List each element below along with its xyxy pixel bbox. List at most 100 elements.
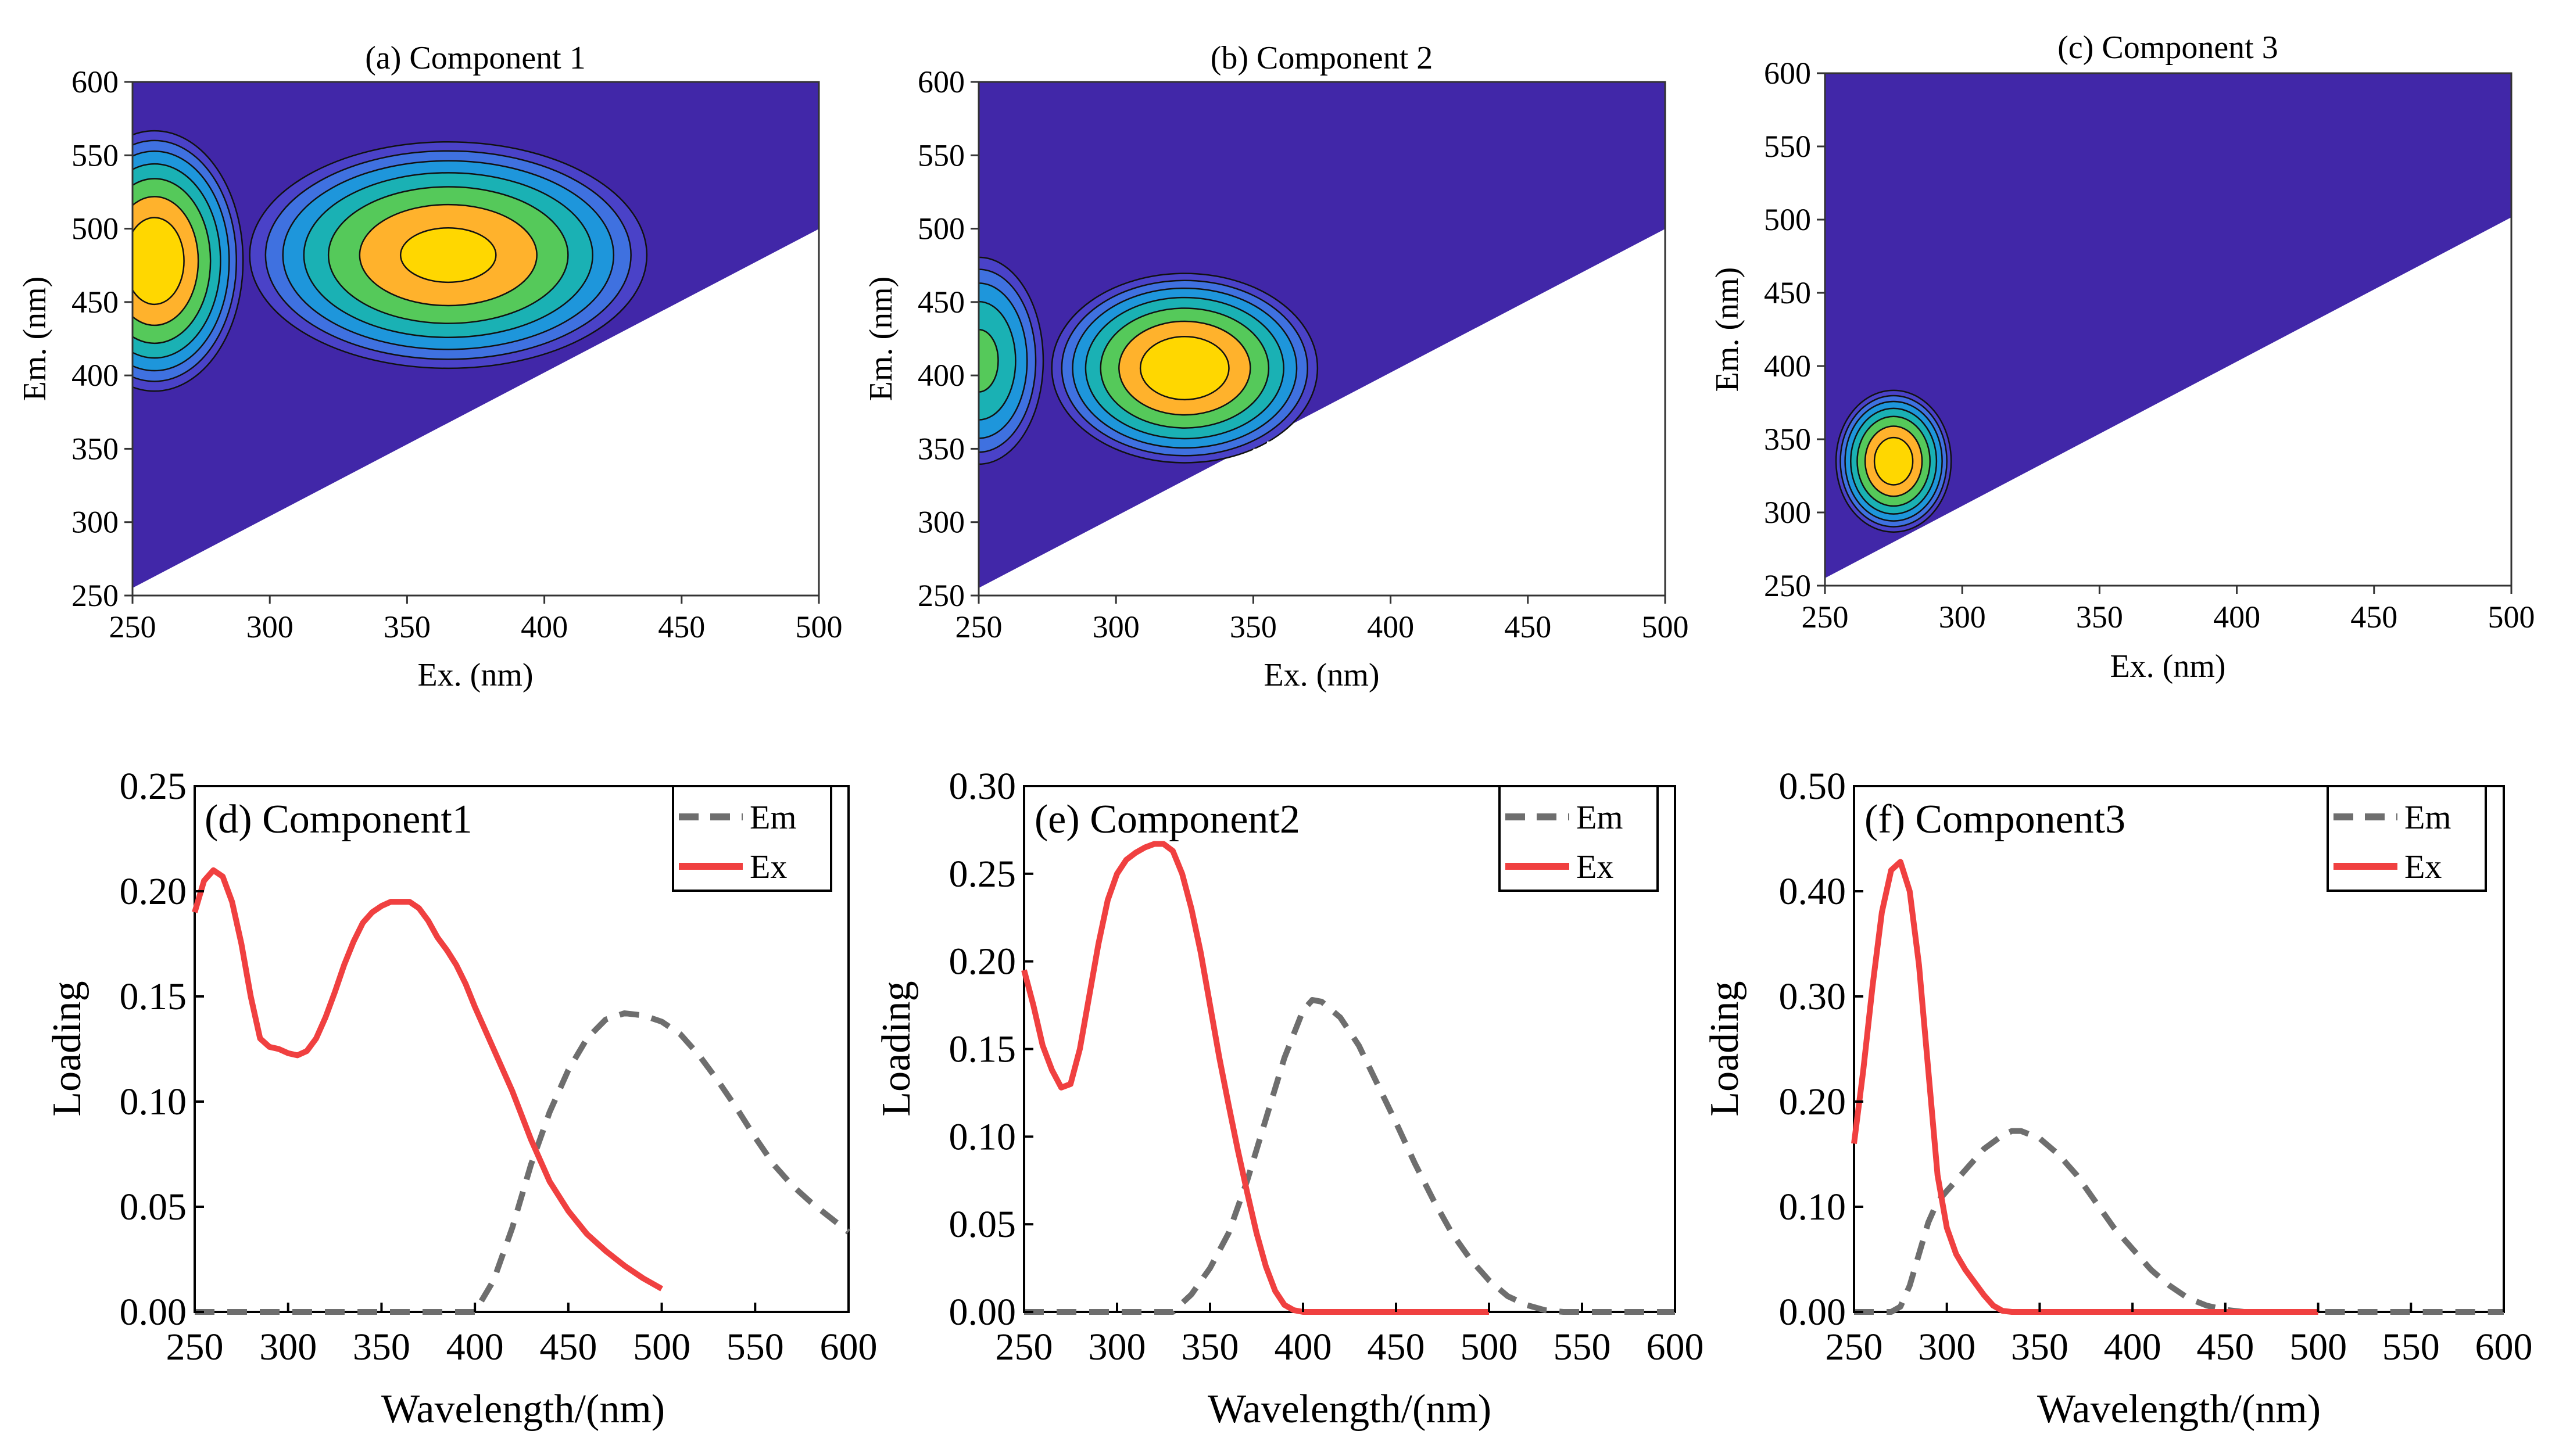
y-tick-label-e: 0.15 xyxy=(949,1028,1017,1071)
legend-box-e xyxy=(1498,785,1659,892)
y-tick-label-f: 0.00 xyxy=(1779,1291,1846,1333)
scatter-mask-c xyxy=(1825,220,2511,586)
y-tick-label-b: 550 xyxy=(918,138,965,173)
panel-title-c: (c) Component 3 xyxy=(2057,30,2278,66)
x-tick-label-c: 350 xyxy=(2076,600,2123,634)
y-tick-label-d: 0.25 xyxy=(120,765,187,808)
x-tick-label-b: 250 xyxy=(955,609,1003,644)
y-tick-label-b: 250 xyxy=(918,578,965,613)
legend-box-f xyxy=(2327,785,2487,892)
series-ex-f xyxy=(1851,859,2318,1315)
y-tick-label-a: 450 xyxy=(71,285,119,320)
x-tick-label-d: 300 xyxy=(259,1326,317,1368)
y-tick-label-c: 600 xyxy=(1764,56,1811,91)
panel-f: 250 300 350 400 450 500 550 600 0.00 0.10 0.20 0.30… xyxy=(1702,765,2533,1432)
panel-c: (c) Component 3 Ex. (nm) Em. (nm) 250 300… xyxy=(1709,30,2535,684)
y-tick-label-a: 500 xyxy=(71,211,119,246)
y-tick-label-b: 450 xyxy=(918,285,965,320)
contour-plot-a xyxy=(133,82,819,596)
panel-title-a: (a) Component 1 xyxy=(365,40,585,76)
x-tick-label-e: 450 xyxy=(1368,1326,1425,1368)
x-tick-label-d: 550 xyxy=(726,1326,784,1368)
y-tick-label-d: 0.00 xyxy=(120,1291,187,1333)
y-tick-label-d: 0.15 xyxy=(120,976,187,1018)
x-axis-label-d: Wavelength/(nm) xyxy=(381,1387,665,1432)
legend-ex-label-f: Ex xyxy=(2404,848,2442,885)
y-tick-label-f: 0.10 xyxy=(1779,1186,1846,1228)
scatter-mask-path-b xyxy=(979,228,1665,596)
contour-levels-a xyxy=(133,130,648,392)
plot-frame-d xyxy=(194,785,850,1313)
contour-level-b-0-6 xyxy=(1139,335,1230,401)
legend-e: Em Ex xyxy=(1498,785,1659,892)
axis-ticks-f: 250 300 350 400 450 500 550 600 0.00 0.10 0.20 0.30… xyxy=(1779,765,2533,1368)
x-tick-label-b: 350 xyxy=(1230,609,1277,644)
x-axis-label-f: Wavelength/(nm) xyxy=(2037,1387,2321,1432)
x-axis-label-c: Ex. (nm) xyxy=(2110,648,2225,684)
panel-title-b: (b) Component 2 xyxy=(1211,40,1433,76)
y-tick-label-c: 500 xyxy=(1764,202,1811,237)
y-tick-label-d: 0.20 xyxy=(120,870,187,913)
contour-level-c-0-6 xyxy=(1873,436,1914,486)
y-tick-label-f: 0.40 xyxy=(1779,870,1846,913)
y-tick-label-e: 0.30 xyxy=(949,765,1017,808)
y-tick-label-c: 400 xyxy=(1764,349,1811,383)
x-tick-label-e: 300 xyxy=(1089,1326,1146,1368)
x-tick-label-a: 450 xyxy=(658,609,705,644)
legend-em-label-f: Em xyxy=(2404,798,2451,836)
x-tick-label-d: 250 xyxy=(166,1326,224,1368)
x-axis-label-a: Ex. (nm) xyxy=(417,657,533,693)
x-tick-label-a: 250 xyxy=(109,609,156,644)
axis-ticks-b: 250 300 350 400 450 500 250 300 350 400 450 500 550 6… xyxy=(918,64,1689,644)
y-tick-label-e: 0.00 xyxy=(949,1291,1017,1333)
y-tick-label-c: 550 xyxy=(1764,129,1811,164)
axis-ticks-a: 250 300 350 400 450 500 250 300 350 400 450 500 550 6… xyxy=(71,64,843,644)
x-axis-label-e: Wavelength/(nm) xyxy=(1208,1387,1491,1432)
legend-em-label-d: Em xyxy=(750,798,797,836)
x-tick-label-d: 500 xyxy=(633,1326,690,1368)
y-axis-label-a: Em. (nm) xyxy=(17,277,53,401)
y-tick-label-b: 600 xyxy=(918,64,965,99)
x-tick-label-b: 300 xyxy=(1093,609,1140,644)
series-lines-d xyxy=(192,867,851,1315)
series-em-e xyxy=(1024,997,1675,1315)
panel-title-f: (f) Component3 xyxy=(1864,797,2125,842)
y-axis-label-f: Loading xyxy=(1702,981,1747,1116)
y-tick-label-a: 350 xyxy=(71,431,119,466)
y-tick-label-c: 250 xyxy=(1764,568,1811,603)
scatter-mask-a xyxy=(133,228,819,596)
legend-ex-label-e: Ex xyxy=(1576,848,1613,885)
y-tick-label-e: 0.25 xyxy=(949,853,1017,895)
y-tick-label-c: 300 xyxy=(1764,495,1811,530)
axis-ticks-e: 250 300 350 400 450 500 550 600 0.00 0.05 0.10 0.15… xyxy=(949,765,1704,1368)
panel-a: (a) Component 1 Ex. (nm) Em. (nm) 250 300… xyxy=(17,40,843,693)
series-lines-e xyxy=(1021,841,1675,1315)
plot-frame-b xyxy=(978,81,1666,597)
y-tick-label-f: 0.30 xyxy=(1779,976,1846,1018)
y-tick-label-b: 400 xyxy=(918,358,965,393)
x-tick-label-e: 500 xyxy=(1461,1326,1518,1368)
series-em-d xyxy=(195,1010,851,1315)
y-tick-label-b: 500 xyxy=(918,211,965,246)
scatter-mask-path-a xyxy=(133,228,819,596)
plot-frame-c xyxy=(1824,72,2513,587)
y-tick-label-f: 0.20 xyxy=(1779,1081,1846,1123)
x-tick-label-f: 250 xyxy=(1826,1326,1883,1368)
x-tick-label-a: 400 xyxy=(521,609,568,644)
x-tick-label-e: 250 xyxy=(996,1326,1053,1368)
x-tick-label-f: 550 xyxy=(2382,1326,2440,1368)
x-tick-label-c: 500 xyxy=(2488,600,2535,634)
contour-level-b-1-4 xyxy=(979,328,999,393)
x-tick-label-c: 450 xyxy=(2350,600,2397,634)
series-ex-e xyxy=(1021,841,1489,1315)
y-tick-label-e: 0.05 xyxy=(949,1203,1017,1246)
panel-b: (b) Component 2 Ex. (nm) Em. (nm) 250 300… xyxy=(863,40,1689,693)
x-tick-label-e: 550 xyxy=(1554,1326,1611,1368)
y-tick-label-a: 400 xyxy=(71,358,119,393)
legend-d: Em Ex xyxy=(672,785,832,892)
y-tick-label-a: 250 xyxy=(71,578,119,613)
y-axis-label-e: Loading xyxy=(874,981,919,1116)
series-ex-d xyxy=(192,867,664,1292)
x-tick-label-f: 350 xyxy=(2011,1326,2068,1368)
